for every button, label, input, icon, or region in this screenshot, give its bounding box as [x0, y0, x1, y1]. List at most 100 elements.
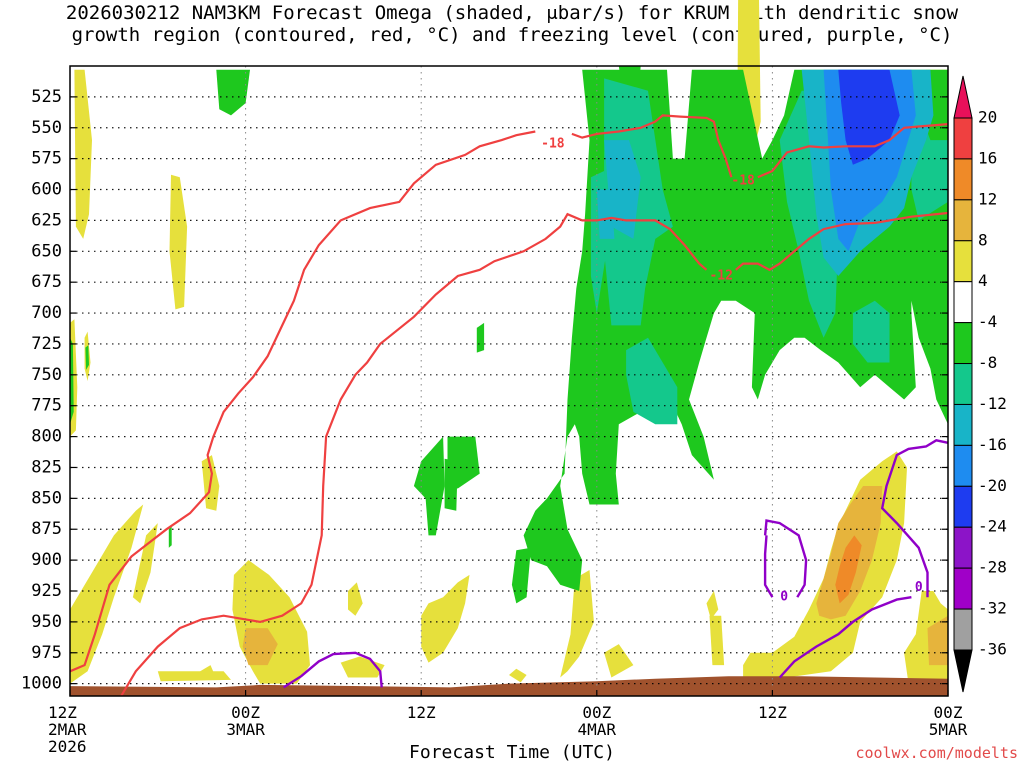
colorbar-bottom-triangle [953, 649, 973, 693]
chart-grid [70, 66, 948, 696]
colorbar-label-5: -4 [978, 312, 997, 331]
freezing-contour-2 [763, 535, 774, 598]
y-tick-label-750: 750 [31, 365, 62, 385]
colorbar-box-3 [953, 240, 973, 283]
dgz-contour-0 [69, 130, 536, 673]
omega-region-0 [74, 69, 92, 239]
omega-region-47 [838, 69, 900, 165]
y-tick-label-1000: 1000 [21, 674, 62, 694]
colorbar-label-8: -16 [978, 435, 1007, 454]
omega-region-16 [560, 570, 594, 678]
omega-region-24 [706, 591, 719, 620]
colorbar-label-13: -36 [978, 640, 1007, 659]
colorbar-box-10 [953, 526, 973, 569]
y-tick-label-975: 975 [31, 643, 62, 663]
x-tick-label-0-1: 2MAR [48, 720, 87, 739]
omega-region-21 [743, 451, 907, 679]
y-tick-label-550: 550 [31, 118, 62, 138]
omega-region-41 [596, 189, 615, 239]
colorbar-label-11: -28 [978, 558, 1007, 577]
omega-shading [70, 0, 948, 696]
omega-region-43 [852, 300, 890, 363]
colorbar-label-0: 20 [978, 108, 997, 127]
omega-region-35 [511, 547, 531, 604]
y-tick-label-775: 775 [31, 396, 62, 416]
omega-region-11 [157, 671, 231, 682]
y-tick-label-925: 925 [31, 581, 62, 601]
omega-region-34 [413, 436, 445, 536]
contour-label-red_minus12: -12 [709, 269, 732, 284]
y-tick-label-700: 700 [31, 303, 62, 323]
omega-region-10 [242, 628, 278, 666]
omega-region-5 [85, 345, 89, 370]
y-tick-label-900: 900 [31, 550, 62, 570]
omega-region-31 [476, 322, 485, 353]
omega-region-14 [348, 582, 363, 616]
y-tick-label-650: 650 [31, 241, 62, 261]
colorbar-label-9: -20 [978, 476, 1007, 495]
x-tick-label-60-1: 5MAR [929, 720, 968, 739]
colorbar-box-5 [953, 322, 973, 365]
omega-region-1 [169, 174, 188, 310]
omega-region-36 [168, 525, 172, 548]
y-tick-label-950: 950 [31, 612, 62, 632]
freezing-contour-0 [282, 651, 383, 689]
omega-region-18 [604, 644, 634, 678]
y-tick-label-725: 725 [31, 334, 62, 354]
x-tick-label-0-0: 12Z [48, 703, 77, 722]
omega-region-12 [200, 665, 217, 680]
omega-region-30 [216, 69, 250, 116]
colorbar-label-2: 12 [978, 189, 997, 208]
omega-region-38 [626, 337, 678, 425]
temperature-contours: -18 -18 -12 0 0 [69, 114, 949, 697]
x-tick-label-36-1: 4MAR [578, 720, 617, 739]
y-tick-label-875: 875 [31, 519, 62, 539]
x-tick-label-12-1: 3MAR [226, 720, 265, 739]
freezing-contour-3 [778, 596, 912, 679]
chart-axes: 525 550 575 600 625 650 675 700 725 750 775 800 825 8… [21, 65, 968, 756]
dgz-contour-1 [571, 114, 733, 178]
omega-region-15 [421, 574, 470, 663]
y-tick-label-800: 800 [31, 427, 62, 447]
x-tick-label-36-0: 00Z [582, 703, 611, 722]
dgz-contour-2 [757, 123, 949, 179]
colorbar-box-9 [953, 485, 973, 528]
colorbar-label-7: -12 [978, 394, 1007, 413]
contour-label-purple_zero_a: 0 [780, 590, 788, 605]
x-axis-label: Forecast Time (UTC) [409, 742, 615, 763]
colorbar-label-4: 4 [978, 271, 988, 290]
colorbar-box-12 [953, 608, 973, 651]
colorbar-label-10: -24 [978, 517, 1007, 536]
y-tick-label-525: 525 [31, 87, 62, 107]
freezing-contour-1 [763, 519, 808, 598]
omega-region-17 [509, 668, 527, 683]
colorbar-box-6 [953, 363, 973, 405]
x-tick-label-0-2: 2026 [48, 737, 87, 756]
colorbar-box-11 [953, 567, 973, 610]
contour-label-red_minus18_a: -18 [541, 136, 565, 151]
colorbar-box-7 [953, 403, 973, 446]
x-tick-label-60-0: 00Z [934, 703, 963, 722]
colorbar-box-1 [953, 158, 973, 201]
terrain-band [70, 676, 948, 696]
freezing-contour-4 [880, 439, 949, 598]
y-tick-label-625: 625 [31, 210, 62, 230]
dgz-contour-4 [735, 211, 949, 272]
x-tick-label-48-0: 12Z [758, 703, 787, 722]
omega-region-33 [444, 458, 458, 511]
dgz-contour-3 [120, 212, 708, 697]
colorbar-label-6: -8 [978, 353, 997, 372]
omega-region-3 [70, 337, 74, 425]
chart-title-line1: 2026030212 NAM3KM Forecast Omega (shaded… [65, 2, 959, 24]
colorbar-top-triangle [953, 75, 973, 119]
y-tick-label-675: 675 [31, 272, 62, 292]
chart-title-line2: growth region (contoured, red, °C) and f… [71, 24, 953, 46]
y-tick-label-850: 850 [31, 488, 62, 508]
omega-colorbar: 20 16 12 8 4 -4 -8 -12 -16 -20 -24 -28 -32 -36 [953, 75, 1007, 693]
contour-label-red_minus18_b: -18 [731, 173, 755, 188]
omega-region-23 [835, 535, 862, 604]
colorbar-box-0 [953, 117, 973, 160]
contour-label-purple_zero_b: 0 [915, 580, 923, 595]
x-tick-label-24-0: 12Z [407, 703, 436, 722]
